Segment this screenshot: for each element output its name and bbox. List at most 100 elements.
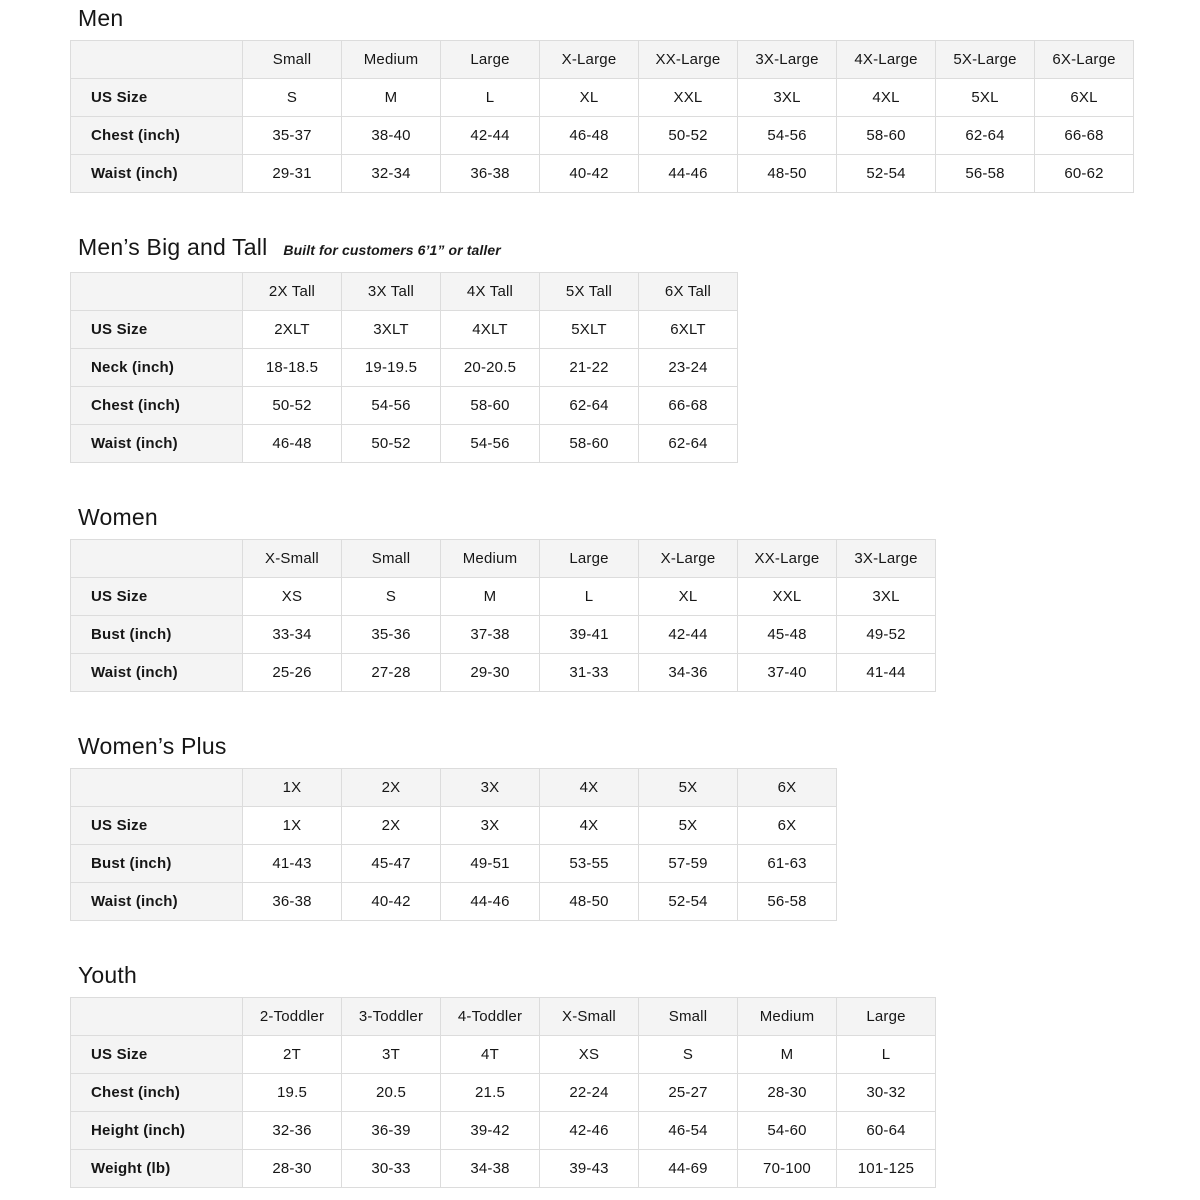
column-header: 4X-Large xyxy=(836,40,936,79)
row-label: Chest (inch) xyxy=(70,1073,243,1112)
value-cell: 25-26 xyxy=(242,653,342,692)
table-row: Waist (inch) 29-31 32-34 36-38 40-42 44-46 48-… xyxy=(70,154,1134,193)
column-header: 4X Tall xyxy=(440,272,540,311)
value-cell: 6XL xyxy=(1034,78,1134,117)
section-title: Women xyxy=(78,503,1200,531)
column-header: 5X-Large xyxy=(935,40,1035,79)
row-label: Chest (inch) xyxy=(70,116,243,155)
value-cell: 46-48 xyxy=(539,116,639,155)
value-cell: S xyxy=(341,577,441,616)
row-label: Weight (lb) xyxy=(70,1149,243,1188)
table-row: Chest (inch) 50-52 54-56 58-60 62-64 66-68 xyxy=(70,386,738,425)
value-cell: 49-52 xyxy=(836,615,936,654)
column-header: Small xyxy=(341,539,441,578)
value-cell: 35-37 xyxy=(242,116,342,155)
value-cell: M xyxy=(341,78,441,117)
column-header: X-Small xyxy=(539,997,639,1036)
value-cell: 3XLT xyxy=(341,310,441,349)
value-cell: 50-52 xyxy=(242,386,342,425)
value-cell: 41-43 xyxy=(242,844,342,883)
value-cell: S xyxy=(638,1035,738,1074)
value-cell: XL xyxy=(539,78,639,117)
value-cell: XL xyxy=(638,577,738,616)
value-cell: 20-20.5 xyxy=(440,348,540,387)
value-cell: 38-40 xyxy=(341,116,441,155)
row-label: US Size xyxy=(70,78,243,117)
value-cell: 52-54 xyxy=(638,882,738,921)
value-cell: 46-48 xyxy=(242,424,342,463)
youth-table: 2-Toddler 3-Toddler 4-Toddler X-Small Small M… xyxy=(70,997,936,1188)
value-cell: 45-47 xyxy=(341,844,441,883)
value-cell: 25-27 xyxy=(638,1073,738,1112)
value-cell: 45-48 xyxy=(737,615,837,654)
column-header: 2X xyxy=(341,768,441,807)
value-cell: 61-63 xyxy=(737,844,837,883)
column-header: Small xyxy=(638,997,738,1036)
value-cell: 58-60 xyxy=(440,386,540,425)
section-title: Women’s Plus xyxy=(78,732,1200,760)
header-row: 2X Tall 3X Tall 4X Tall 5X Tall 6X Tall xyxy=(70,272,738,311)
value-cell: 62-64 xyxy=(935,116,1035,155)
column-header: 2X Tall xyxy=(242,272,342,311)
table-row: Weight (lb) 28-30 30-33 34-38 39-43 44-69 70-1… xyxy=(70,1149,936,1188)
value-cell: 21-22 xyxy=(539,348,639,387)
header-row: 1X 2X 3X 4X 5X 6X xyxy=(70,768,837,807)
value-cell: 41-44 xyxy=(836,653,936,692)
corner-cell xyxy=(70,768,243,807)
value-cell: 1X xyxy=(242,806,342,845)
column-header: XX-Large xyxy=(638,40,738,79)
value-cell: M xyxy=(440,577,540,616)
section-women: Women X-Small Small Medium Large X-Large XX-La… xyxy=(70,503,1200,692)
row-label: Height (inch) xyxy=(70,1111,243,1150)
corner-cell xyxy=(70,40,243,79)
women-s-plus-table: 1X 2X 3X 4X 5X 6X US Size 1X 2X 3X 4X 5X 6X Bust (inc… xyxy=(70,768,837,921)
value-cell: 3XL xyxy=(737,78,837,117)
column-header: 3X xyxy=(440,768,540,807)
value-cell: 28-30 xyxy=(242,1149,342,1188)
value-cell: 37-40 xyxy=(737,653,837,692)
value-cell: 4X xyxy=(539,806,639,845)
table-row: US Size S M L XL XXL 3XL 4XL 5XL 6XL xyxy=(70,78,1134,117)
value-cell: 48-50 xyxy=(539,882,639,921)
value-cell: 19.5 xyxy=(242,1073,342,1112)
value-cell: 42-46 xyxy=(539,1111,639,1150)
value-cell: 62-64 xyxy=(539,386,639,425)
value-cell: 42-44 xyxy=(440,116,540,155)
row-label: US Size xyxy=(70,806,243,845)
column-header: 3X-Large xyxy=(737,40,837,79)
table-row: Height (inch) 32-36 36-39 39-42 42-46 46-54 54… xyxy=(70,1111,936,1150)
value-cell: 29-31 xyxy=(242,154,342,193)
value-cell: 50-52 xyxy=(341,424,441,463)
value-cell: 54-56 xyxy=(440,424,540,463)
table-row: Chest (inch) 35-37 38-40 42-44 46-48 50-52 54-… xyxy=(70,116,1134,155)
table-row: Waist (inch) 25-26 27-28 29-30 31-33 34-36 37-… xyxy=(70,653,936,692)
value-cell: 62-64 xyxy=(638,424,738,463)
value-cell: 33-34 xyxy=(242,615,342,654)
value-cell: 66-68 xyxy=(1034,116,1134,155)
row-label: Bust (inch) xyxy=(70,844,243,883)
value-cell: 4T xyxy=(440,1035,540,1074)
column-header: Large xyxy=(539,539,639,578)
row-label: US Size xyxy=(70,577,243,616)
column-header: 6X xyxy=(737,768,837,807)
value-cell: 53-55 xyxy=(539,844,639,883)
value-cell: 4XL xyxy=(836,78,936,117)
value-cell: 23-24 xyxy=(638,348,738,387)
value-cell: 54-60 xyxy=(737,1111,837,1150)
women-table: X-Small Small Medium Large X-Large XX-Large 3X… xyxy=(70,539,936,692)
column-header: Medium xyxy=(440,539,540,578)
value-cell: 32-36 xyxy=(242,1111,342,1150)
table-row: Waist (inch) 46-48 50-52 54-56 58-60 62-64 xyxy=(70,424,738,463)
column-header: 2-Toddler xyxy=(242,997,342,1036)
column-header: 6X Tall xyxy=(638,272,738,311)
value-cell: 20.5 xyxy=(341,1073,441,1112)
value-cell: 50-52 xyxy=(638,116,738,155)
table-row: US Size XS S M L XL XXL 3XL xyxy=(70,577,936,616)
value-cell: 57-59 xyxy=(638,844,738,883)
column-header: X-Small xyxy=(242,539,342,578)
section-men: Men Small Medium Large X-Large XX-Large 3X-Lar… xyxy=(70,4,1200,193)
value-cell: 101-125 xyxy=(836,1149,936,1188)
value-cell: L xyxy=(539,577,639,616)
value-cell: 56-58 xyxy=(737,882,837,921)
